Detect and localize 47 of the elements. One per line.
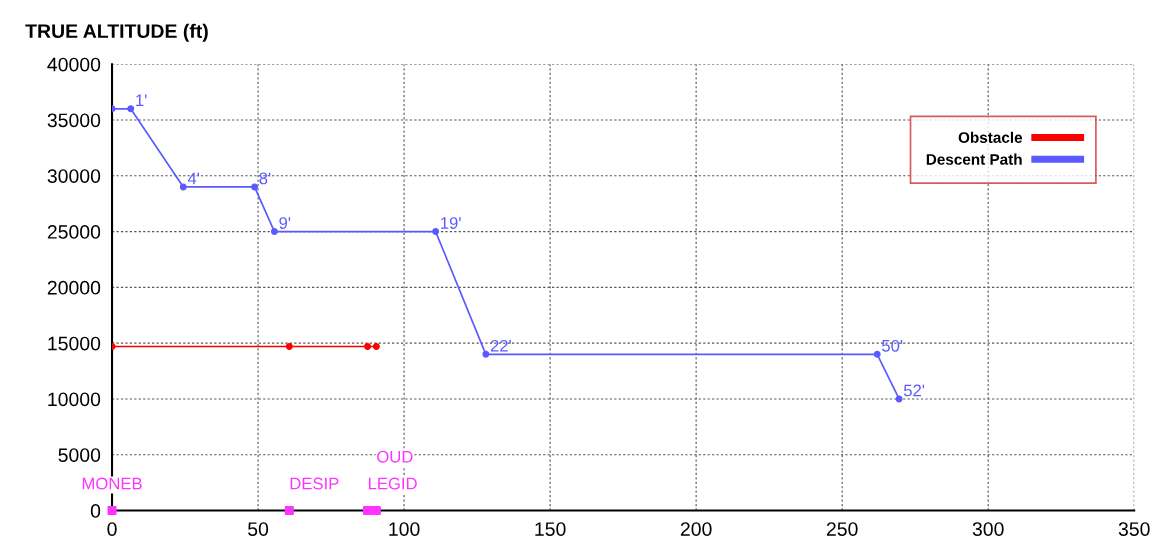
- data-label: DESIP: [290, 477, 339, 490]
- annotation: 1': [136, 94, 147, 107]
- x-tick-label: 350: [1118, 522, 1150, 536]
- annotation: 9': [279, 217, 291, 229]
- legend-label: Obstacle: [958, 131, 1023, 143]
- point: [873, 350, 881, 358]
- y-tick-label: 25000: [47, 225, 101, 239]
- x-tick-label: 250: [826, 522, 858, 536]
- point: [895, 395, 903, 403]
- y-tick-label: 35000: [47, 113, 101, 128]
- x-tick-label: 300: [972, 522, 1004, 536]
- data-label: OUD: [377, 450, 413, 463]
- point: [285, 343, 293, 350]
- annotation: 50': [882, 339, 903, 352]
- x-tick-label: 50: [248, 522, 269, 536]
- legend-label: Descent Path: [926, 153, 1022, 165]
- x-tick-label: 200: [680, 522, 712, 536]
- point: [371, 506, 381, 516]
- y-tick-label: 40000: [47, 57, 101, 72]
- point: [482, 350, 490, 358]
- x-tick-label: 150: [535, 522, 566, 536]
- data-label: LEGID: [368, 477, 417, 490]
- data-label: MONEB: [82, 477, 142, 490]
- point: [284, 506, 294, 516]
- point: [127, 105, 135, 113]
- point: [179, 183, 187, 191]
- point: [363, 506, 373, 516]
- point: [432, 228, 440, 236]
- y-axis-title: TRUE ALTITUDE (ft): [25, 23, 208, 42]
- y-tick-label: 5000: [58, 448, 101, 463]
- annotation: 22': [490, 339, 511, 352]
- y-tick-label: 30000: [47, 169, 101, 184]
- point: [270, 228, 278, 236]
- x-tick-label: 100: [389, 522, 420, 536]
- y-tick-label: 20000: [47, 280, 101, 295]
- point: [364, 343, 372, 350]
- point: [107, 506, 117, 516]
- annotation: 8': [259, 172, 271, 185]
- point: [372, 343, 380, 350]
- y-tick-label: 10000: [48, 392, 101, 407]
- x-tick-label: 0: [107, 522, 117, 536]
- point: [251, 183, 259, 191]
- y-tick-label: 15000: [48, 336, 101, 351]
- annotation: 19': [441, 217, 461, 229]
- annotation: 4': [187, 172, 200, 185]
- annotation: 52': [903, 384, 925, 397]
- y-tick-label: 0: [90, 504, 101, 518]
